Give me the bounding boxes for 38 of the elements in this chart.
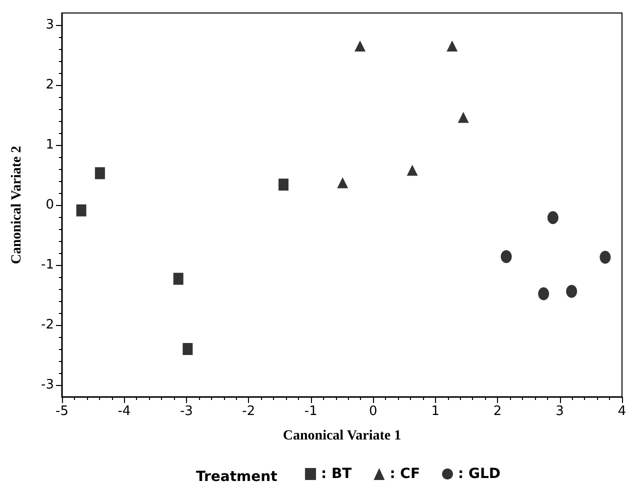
- x-tick-label: -5: [56, 404, 68, 419]
- x-tick-label: 3: [556, 404, 564, 419]
- x-tick-label: 1: [431, 404, 440, 419]
- y-tick-label: -2: [41, 318, 54, 332]
- y-tick-label: 0: [46, 198, 54, 212]
- point: [278, 178, 289, 191]
- point: [538, 287, 550, 300]
- point: [446, 40, 458, 52]
- x-tick-label: 2: [493, 404, 502, 419]
- y-tick-label: 3: [46, 18, 54, 32]
- x-tick-label: -1: [304, 404, 318, 419]
- point: [182, 343, 193, 355]
- point: [547, 211, 558, 224]
- point: [94, 167, 105, 180]
- y-axis-title: Canonical Variate 2: [10, 146, 24, 264]
- point: [337, 177, 348, 188]
- x-axis-title: Canonical Variate 1: [282, 428, 402, 444]
- point: [566, 284, 578, 298]
- legend-label: : BT: [321, 466, 352, 482]
- y-tick-label: -1: [41, 258, 54, 272]
- point: [354, 40, 366, 52]
- point: [76, 204, 86, 216]
- y-tick-label: 2: [46, 78, 54, 92]
- x-tick-label: -2: [242, 404, 256, 419]
- y-tick-label: -3: [41, 378, 54, 392]
- x-tick-label: -4: [118, 404, 131, 419]
- x-tick-label: 0: [368, 404, 378, 419]
- x-tick-label: 4: [618, 404, 626, 419]
- legend-label: : GLD: [458, 466, 501, 482]
- point: [600, 250, 611, 264]
- point: [500, 250, 512, 264]
- legend-label: : CF: [390, 466, 420, 482]
- legend-title: Treatment: [196, 469, 278, 485]
- point: [173, 272, 184, 285]
- point: [458, 112, 469, 123]
- x-tick-label: -3: [180, 404, 193, 419]
- y-tick-label: 1: [46, 138, 54, 152]
- point: [406, 164, 418, 176]
